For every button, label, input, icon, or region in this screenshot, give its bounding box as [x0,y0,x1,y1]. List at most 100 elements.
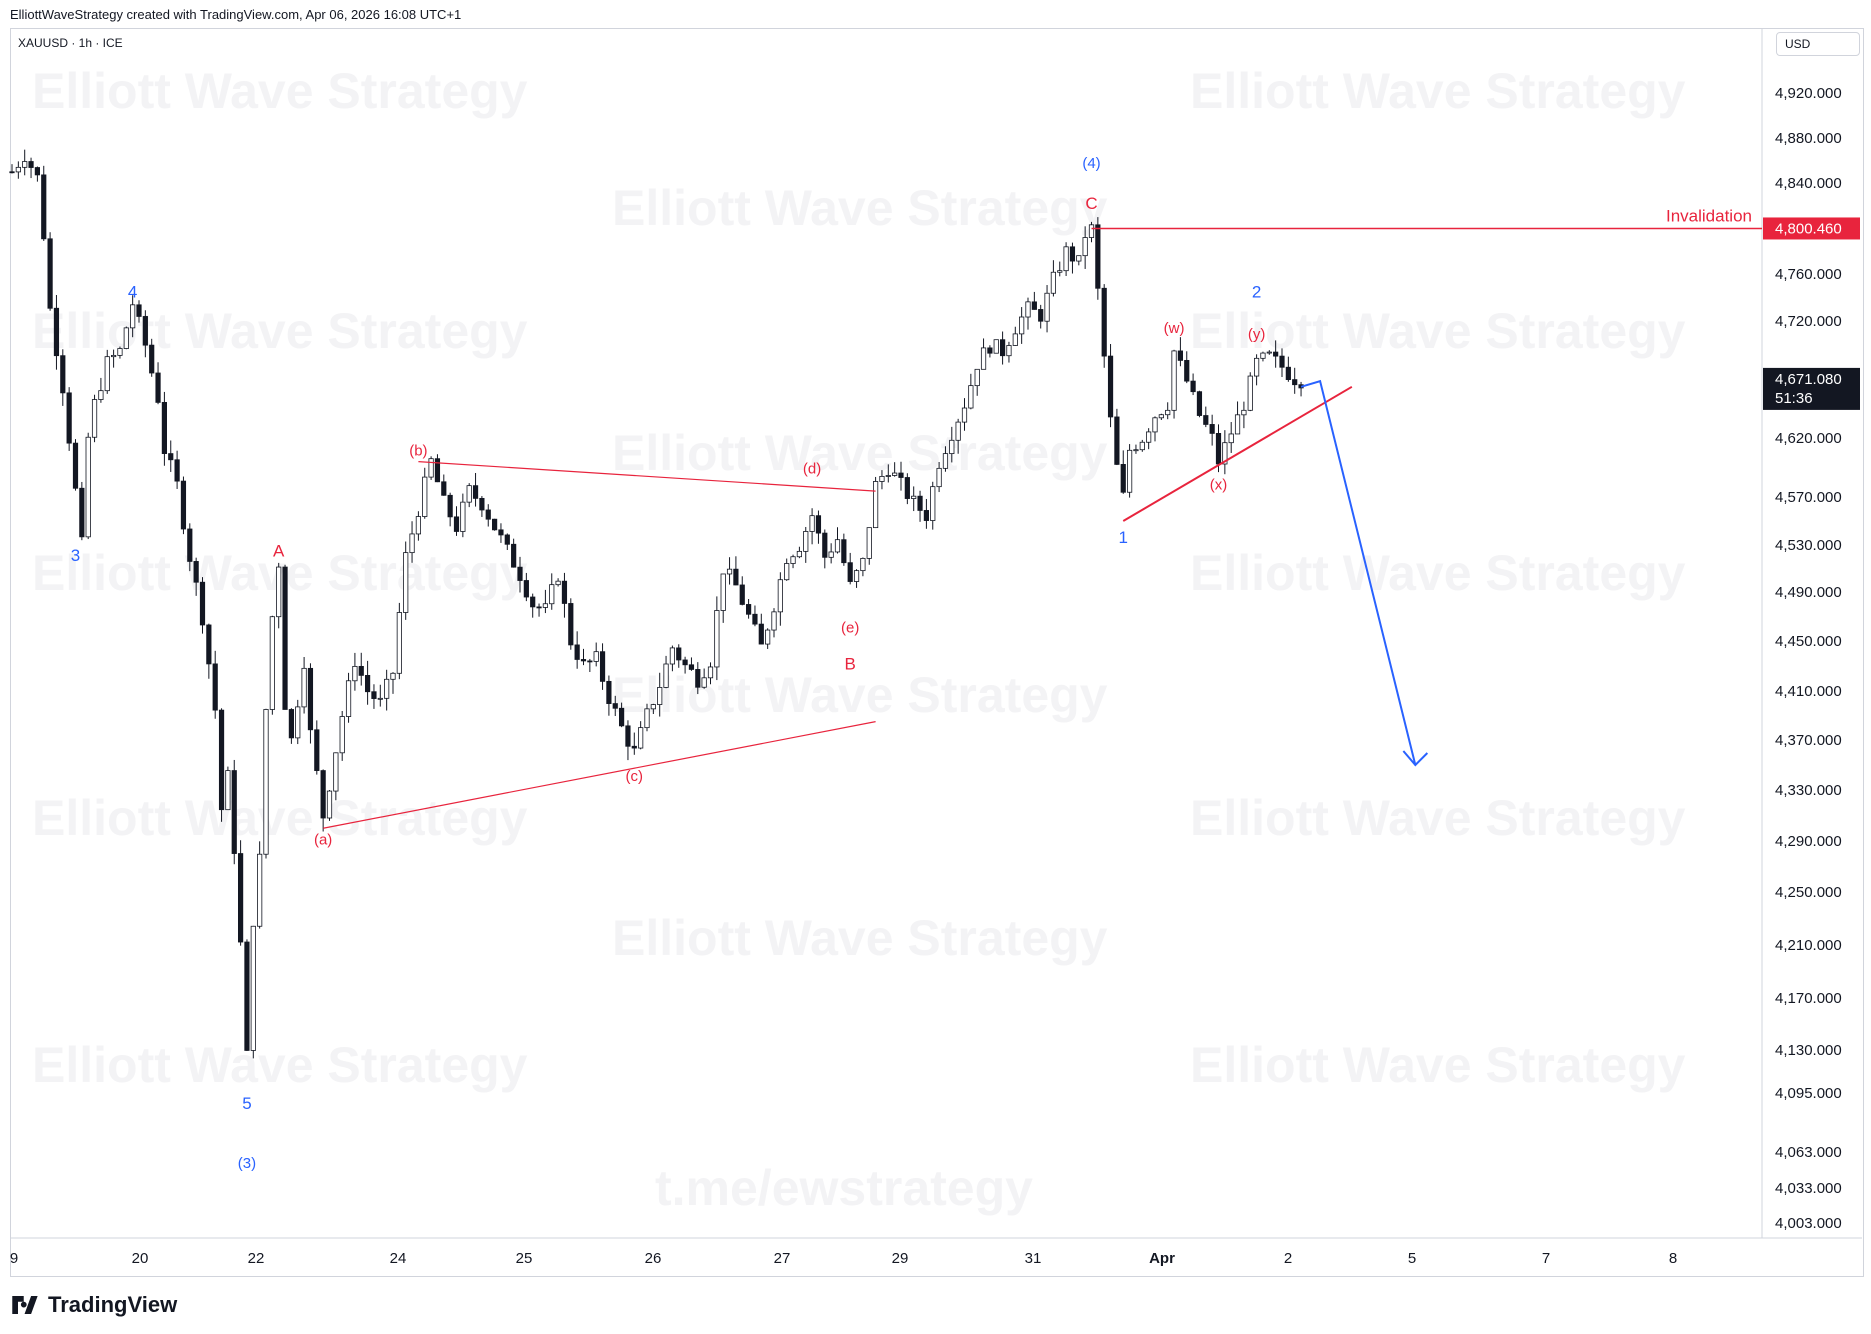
candle-body [631,745,637,749]
candle-body [809,515,815,532]
wave-labels-layer: 3 4 5 (3) A (a) (b) (c) (d) (e) B C (4) 1 (w) (x) (y) 2 [71,155,1266,1172]
candle-body [650,704,656,710]
x-tick-label: 24 [390,1250,407,1267]
candle-body [263,709,269,855]
candle-body [371,691,377,699]
candle-body [834,539,841,553]
y-tick-label: 4,210.000 [1775,937,1842,954]
wave-label: (b) [409,443,427,460]
candle-body [828,551,834,558]
candle-body [1228,433,1234,444]
candle-body [873,481,879,529]
candle-body [66,392,72,444]
candle-body [339,716,345,754]
candle-body [968,385,974,409]
candle-body [390,672,396,680]
candle-body [180,480,187,530]
y-tick-label: 4,250.000 [1775,884,1842,901]
candle-body [485,509,491,520]
y-tick-label: 4,370.000 [1775,732,1842,749]
invalidation-price-text: 4,800.460 [1775,220,1842,237]
candle-body [682,659,688,666]
candle-body [142,316,148,346]
candle-body [1000,339,1006,357]
candle-body [1038,309,1044,322]
candle-body [1120,464,1126,493]
watermark-link: t.me/ewstrategy [655,1160,1033,1216]
candle-body [911,495,917,499]
candle-body [1088,224,1095,238]
wave-label: (4) [1082,155,1100,172]
x-tick-label: 20 [132,1250,149,1267]
candle-body [612,703,618,709]
candle-body [936,467,942,488]
candle-body [898,472,904,478]
tradingview-logo[interactable]: TradingView [12,1292,177,1318]
candle-body [587,660,593,663]
projection-arrow[interactable] [1300,379,1417,766]
candle-body [1063,246,1069,272]
candle-body [491,518,498,531]
candle-body [638,727,644,749]
candle-body [231,770,237,854]
candle-body [288,709,295,739]
candle-body [530,596,536,608]
y-tick-label: 4,720.000 [1775,313,1842,330]
wave-label: (d) [803,460,821,477]
candle-body [1177,350,1183,361]
x-tick-label: 22 [248,1250,265,1267]
candle-body [1095,224,1101,289]
candle-body [333,752,339,792]
x-tick-label: 27 [774,1250,791,1267]
watermark-text: Elliott Wave Strategy [1190,545,1686,601]
y-tick-label: 4,130.000 [1775,1042,1842,1059]
candle-body [746,604,752,615]
candle-body [669,647,676,665]
tradingview-logo-text: TradingView [48,1292,178,1317]
wave-label: (a) [314,831,332,848]
candle-body [1222,442,1228,465]
candle-body [663,663,669,688]
candle-body [15,166,21,173]
candle-body [225,770,231,811]
candle-body [434,458,441,483]
candle-body [307,667,314,731]
candle-body [60,355,66,394]
candle-body [961,407,968,423]
candle-body [384,678,390,699]
wave-label: 3 [71,546,80,565]
wave-label: (e) [841,620,859,637]
candle-body [593,651,599,662]
candle-body [472,485,479,499]
currency-button[interactable]: USD [1776,32,1860,56]
candle-body [320,770,326,819]
symbol-label[interactable]: XAUUSD · 1h · ICE [18,36,123,50]
candle-body [955,421,961,441]
candle-body [466,485,472,503]
candle-body [1190,380,1196,393]
candle-body [904,477,910,499]
x-tick-label: 26 [645,1250,662,1267]
candle-body [415,516,422,535]
candle-body [1006,345,1012,357]
candle-body [117,348,123,356]
candle-body [1019,316,1025,335]
candle-body [657,687,663,705]
candle-body [1050,271,1056,294]
candle-body [796,550,803,558]
watermark-layer: Elliott Wave Strategy Elliott Wave Strate… [32,63,1686,1216]
trendline[interactable] [1122,385,1353,522]
y-tick-label: 4,170.000 [1775,990,1842,1007]
watermark-text: Elliott Wave Strategy [32,1037,528,1093]
trendline[interactable] [418,461,876,492]
x-tick-label: 29 [892,1250,909,1267]
candle-body [1158,414,1164,419]
candle-body [777,579,783,613]
chart-attribution: ElliottWaveStrategy created with Trading… [10,7,462,22]
candle-body [1279,355,1285,368]
trendline[interactable] [323,721,876,829]
x-tick-label: 25 [516,1250,533,1267]
watermark-text: Elliott Wave Strategy [612,910,1108,966]
candle-body [453,516,460,532]
